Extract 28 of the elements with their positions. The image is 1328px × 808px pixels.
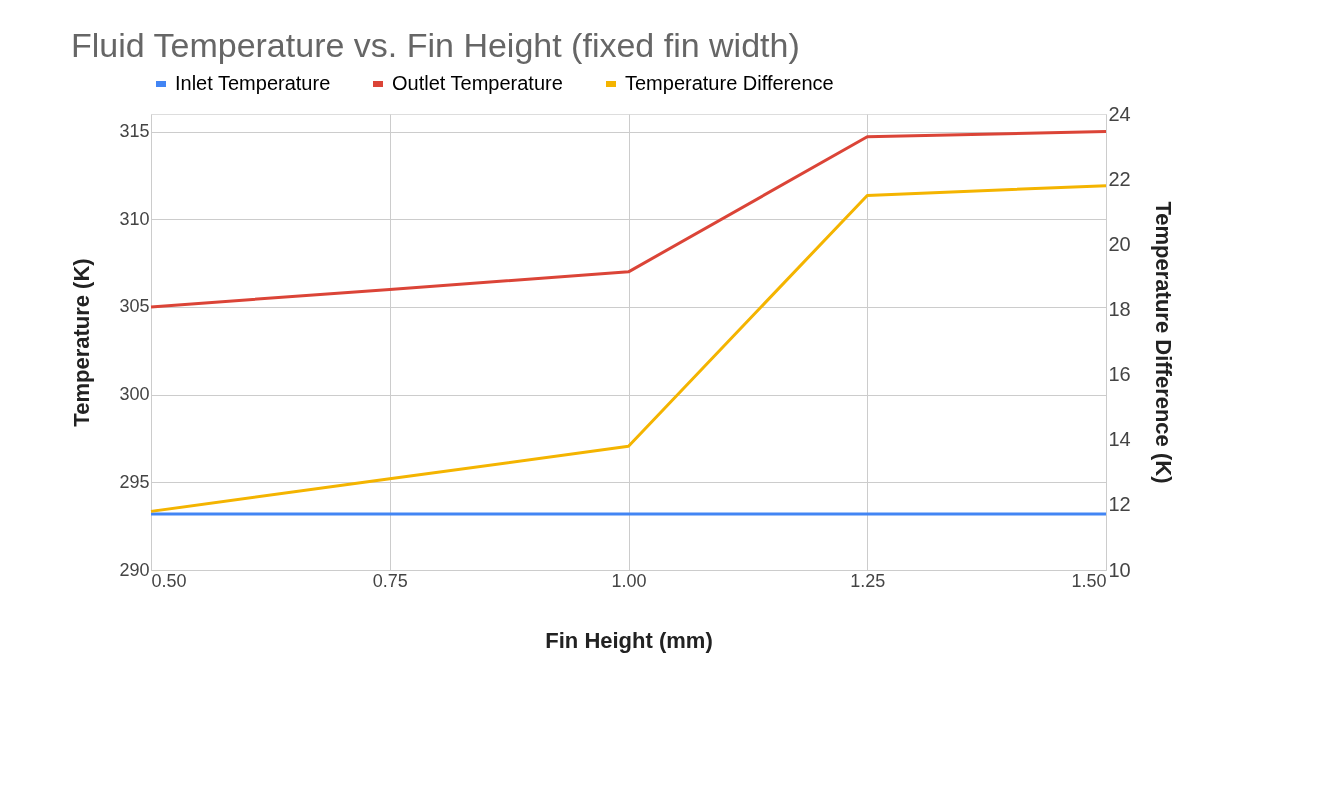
y-axis-title: Temperature (K) — [69, 258, 95, 427]
line-series — [149, 184, 1108, 513]
legend-label: Inlet Temperature — [175, 72, 331, 94]
y2-tick-label: 24 — [1108, 102, 1131, 125]
x-tick-label: 1.50 — [1071, 570, 1107, 591]
x-tick-label: 0.50 — [151, 570, 187, 591]
y-tick-label: 300 — [119, 384, 150, 405]
y2-axis-title: Temperature Difference (K) — [1150, 201, 1176, 484]
y2-tick-label: 16 — [1108, 363, 1131, 386]
legend-label: Temperature Difference — [625, 72, 834, 94]
y2-tick-label: 10 — [1108, 558, 1131, 581]
legend-label: Outlet Temperature — [392, 72, 563, 94]
x-tick-label: 1.25 — [850, 570, 886, 591]
y-tick-label: 310 — [119, 208, 150, 229]
x-axis-title: Fin Height (mm) — [545, 627, 713, 653]
y2-tick-label: 14 — [1108, 428, 1131, 451]
x-tick-label: 0.75 — [372, 570, 408, 591]
y-tick-label: 295 — [119, 471, 150, 492]
y-tick-label: 305 — [119, 296, 150, 317]
y2-tick-label: 12 — [1108, 493, 1131, 516]
y-tick-label: 290 — [119, 559, 150, 580]
line-series — [149, 130, 1108, 309]
chart-title: Fluid Temperature vs. Fin Height (fixed fin width) — [70, 26, 800, 64]
y2-tick-label: 20 — [1108, 232, 1131, 255]
y2-tick-label: 18 — [1108, 297, 1131, 320]
y-tick-label: 315 — [119, 121, 150, 142]
y2-tick-label: 22 — [1108, 167, 1131, 190]
x-tick-label: 1.00 — [611, 570, 647, 591]
